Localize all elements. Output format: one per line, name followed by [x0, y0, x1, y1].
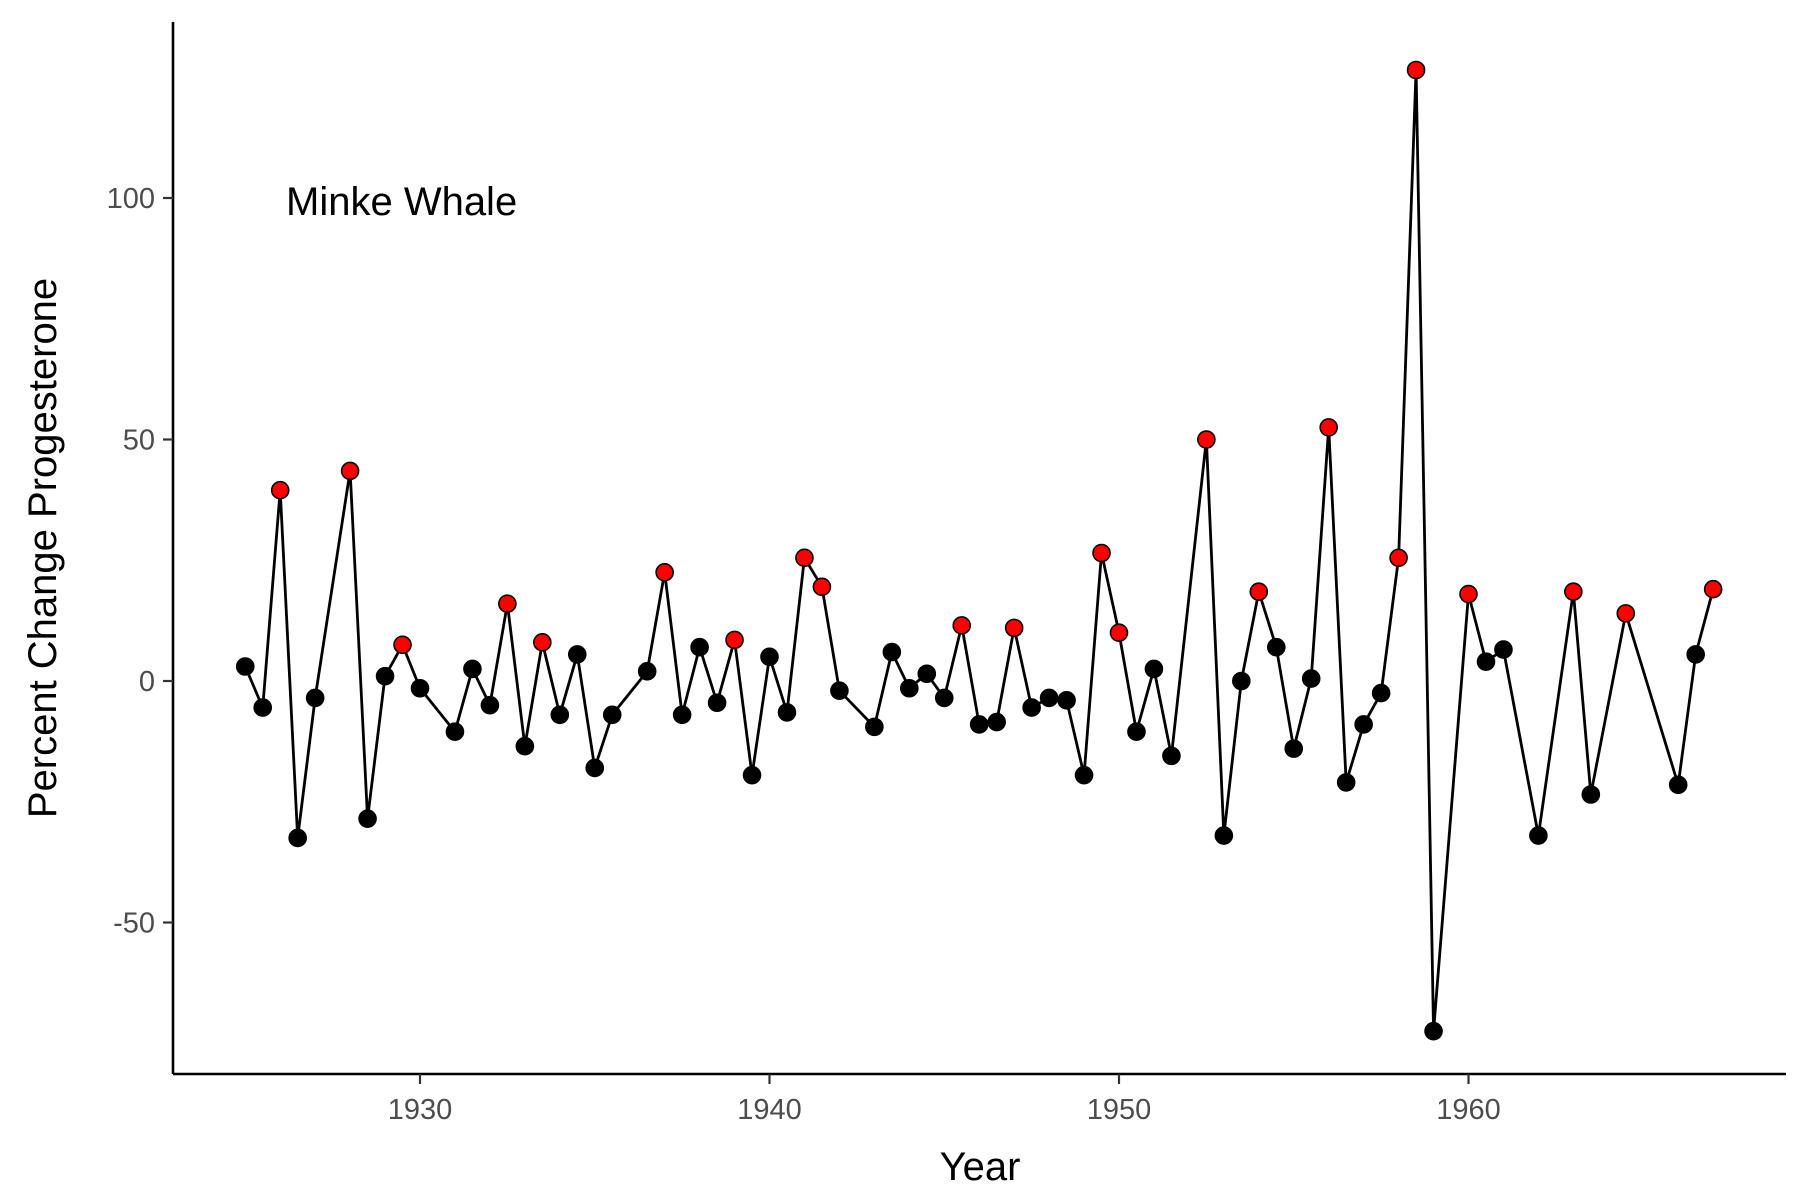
y-tick-label: -50 [113, 908, 155, 940]
y-tick-label: 100 [107, 183, 155, 215]
data-point [1424, 1021, 1443, 1041]
series-line [243, 68, 1715, 1033]
data-point [253, 698, 273, 717]
data-point [235, 657, 255, 676]
data-point-highlighted [1703, 579, 1723, 599]
data-point [707, 693, 727, 713]
data-point [1476, 652, 1496, 671]
data-point [375, 666, 395, 686]
data-point [1668, 775, 1688, 795]
data-point [969, 715, 989, 734]
data-point [742, 765, 762, 785]
data-point-highlighted [1249, 582, 1269, 601]
data-point [1057, 691, 1076, 710]
y-tick-label: 0 [139, 666, 155, 698]
data-point [934, 688, 954, 708]
y-tick-label: 50 [123, 425, 155, 457]
data-point-highlighted [533, 633, 552, 652]
data-point [760, 647, 779, 667]
data-point [567, 645, 587, 664]
data-point-highlighted [498, 594, 517, 614]
data-point [690, 637, 709, 657]
x-tick-label: 1950 [1087, 1094, 1152, 1126]
data-point [445, 722, 465, 742]
data-point-highlighted [393, 635, 412, 655]
data-point [550, 705, 570, 725]
data-point [1354, 715, 1373, 734]
series-line-group [243, 68, 1715, 1033]
data-point [1022, 698, 1041, 717]
data-point-highlighted [1564, 582, 1583, 601]
data-point [1494, 640, 1513, 659]
data-point-highlighted [725, 630, 744, 650]
data-point [358, 809, 377, 828]
data-point [1371, 683, 1391, 703]
data-point [987, 712, 1006, 732]
data-point [777, 703, 797, 722]
data-point [288, 828, 307, 848]
data-point-highlighted [1092, 543, 1111, 563]
data-point [1284, 739, 1304, 758]
data-point [602, 705, 622, 725]
x-tick-label: 1940 [737, 1094, 802, 1126]
data-point-highlighted [952, 616, 972, 635]
data-point [463, 659, 482, 679]
data-point [1144, 659, 1164, 679]
data-point [830, 681, 849, 700]
data-point-highlighted [1406, 60, 1426, 80]
chart-annotation: Minke Whale [286, 180, 517, 224]
data-point [305, 688, 325, 708]
data-point-highlighted [1389, 548, 1408, 568]
data-point [1162, 746, 1181, 766]
data-point [865, 717, 884, 737]
data-point [672, 705, 692, 725]
data-point [637, 662, 657, 681]
data-point [410, 678, 430, 698]
data-point [585, 758, 605, 778]
data-point [899, 678, 919, 698]
data-point [1214, 826, 1234, 845]
x-axis-title: Year [940, 1145, 1021, 1189]
x-tick-label: 1960 [1436, 1094, 1501, 1126]
data-point [882, 642, 902, 662]
data-point [1074, 765, 1094, 785]
data-point-highlighted [1109, 623, 1129, 643]
data-point [1127, 722, 1146, 742]
data-point [1529, 826, 1548, 845]
data-point-highlighted [1197, 430, 1216, 449]
data-point [1336, 773, 1356, 792]
data-points-group [235, 60, 1723, 1041]
data-point-highlighted [795, 548, 814, 568]
data-point [917, 664, 937, 684]
data-point [1039, 688, 1059, 708]
data-point [1581, 785, 1601, 804]
data-point-highlighted [655, 563, 674, 582]
data-point-highlighted [1319, 418, 1338, 437]
data-point-highlighted [340, 461, 360, 481]
x-axis-ticks: 1930 1940 1950 1960 [388, 1074, 1501, 1126]
data-point-highlighted [1616, 604, 1636, 623]
data-point-highlighted [812, 577, 832, 597]
x-tick-label: 1930 [388, 1094, 453, 1126]
data-point [1232, 671, 1251, 691]
data-point [1266, 637, 1286, 657]
y-axis-ticks: -50 0 50 100 [107, 183, 173, 940]
data-point [480, 695, 500, 715]
data-point [1686, 645, 1705, 664]
data-point-highlighted [1004, 618, 1024, 638]
data-point-highlighted [270, 480, 290, 500]
data-point-highlighted [1459, 584, 1478, 604]
data-point [1301, 669, 1321, 688]
data-point [515, 736, 535, 756]
y-axis-title: Percent Change Progesterone [21, 278, 65, 818]
